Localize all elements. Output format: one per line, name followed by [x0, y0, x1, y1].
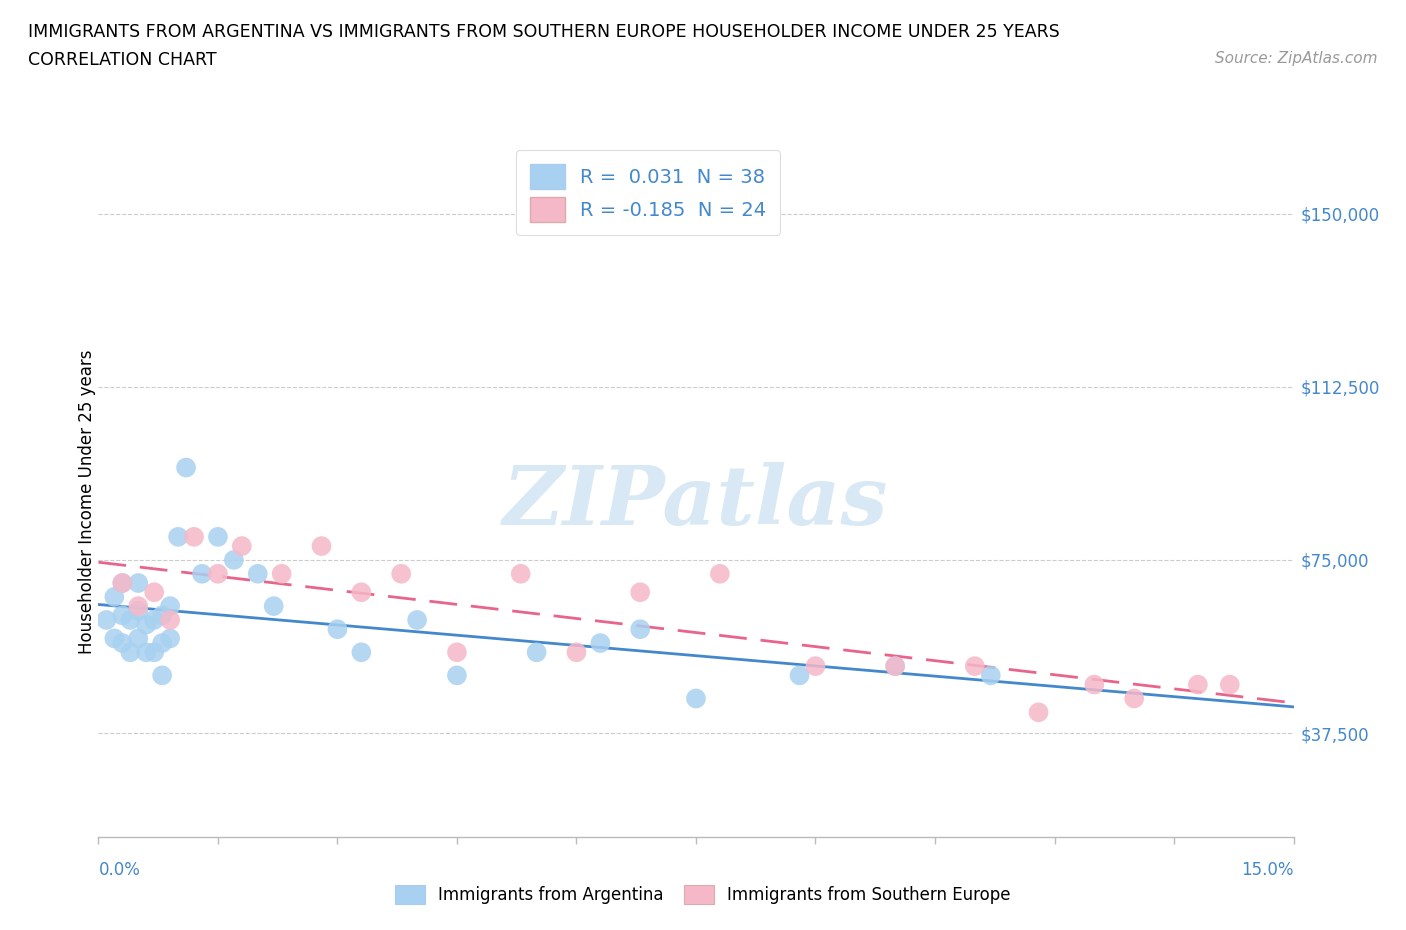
- Point: [103, 631, 125, 645]
- Point: [222, 552, 245, 567]
- Point: [111, 576, 134, 591]
- Point: [96, 613, 118, 628]
- Point: [589, 635, 612, 650]
- Point: [980, 668, 1002, 683]
- Point: [963, 658, 986, 673]
- Point: [150, 608, 173, 623]
- Y-axis label: Householder Income Under 25 years: Householder Income Under 25 years: [79, 350, 96, 655]
- Point: [789, 668, 811, 683]
- Point: [350, 585, 373, 600]
- Point: [804, 658, 827, 673]
- Point: [127, 599, 149, 614]
- Point: [159, 599, 181, 614]
- Point: [127, 631, 149, 645]
- Point: [143, 585, 166, 600]
- Point: [150, 635, 173, 650]
- Point: [263, 599, 285, 614]
- Point: [446, 668, 468, 683]
- Point: [120, 613, 142, 628]
- Point: [159, 613, 181, 628]
- Point: [120, 644, 142, 659]
- Point: [143, 644, 166, 659]
- Point: [326, 622, 349, 637]
- Point: [1123, 691, 1146, 706]
- Point: [135, 644, 157, 659]
- Legend: R =  0.031  N = 38, R = -0.185  N = 24: R = 0.031 N = 38, R = -0.185 N = 24: [516, 151, 780, 235]
- Point: [350, 644, 373, 659]
- Text: Source: ZipAtlas.com: Source: ZipAtlas.com: [1215, 51, 1378, 66]
- Point: [446, 644, 468, 659]
- Point: [1083, 677, 1105, 692]
- Point: [127, 604, 149, 618]
- Point: [207, 566, 229, 581]
- Point: [884, 658, 907, 673]
- Point: [111, 576, 134, 591]
- Point: [207, 529, 229, 544]
- Point: [183, 529, 205, 544]
- Point: [1187, 677, 1209, 692]
- Point: [246, 566, 269, 581]
- Point: [135, 618, 157, 632]
- Point: [191, 566, 214, 581]
- Text: IMMIGRANTS FROM ARGENTINA VS IMMIGRANTS FROM SOUTHERN EUROPE HOUSEHOLDER INCOME : IMMIGRANTS FROM ARGENTINA VS IMMIGRANTS …: [28, 23, 1060, 41]
- Text: 0.0%: 0.0%: [98, 860, 141, 879]
- Legend: Immigrants from Argentina, Immigrants from Southern Europe: Immigrants from Argentina, Immigrants fr…: [387, 876, 1019, 912]
- Point: [1028, 705, 1050, 720]
- Point: [111, 608, 134, 623]
- Text: CORRELATION CHART: CORRELATION CHART: [28, 51, 217, 69]
- Point: [685, 691, 707, 706]
- Point: [231, 538, 253, 553]
- Point: [143, 613, 166, 628]
- Point: [159, 631, 181, 645]
- Point: [167, 529, 190, 544]
- Text: 15.0%: 15.0%: [1241, 860, 1294, 879]
- Point: [1219, 677, 1241, 692]
- Point: [628, 585, 651, 600]
- Point: [406, 613, 429, 628]
- Point: [127, 576, 149, 591]
- Point: [270, 566, 292, 581]
- Point: [311, 538, 333, 553]
- Point: [174, 460, 197, 475]
- Point: [884, 658, 907, 673]
- Point: [709, 566, 731, 581]
- Point: [150, 668, 173, 683]
- Text: ZIPatlas: ZIPatlas: [503, 462, 889, 542]
- Point: [103, 590, 125, 604]
- Point: [389, 566, 412, 581]
- Point: [628, 622, 651, 637]
- Point: [111, 635, 134, 650]
- Point: [509, 566, 531, 581]
- Point: [526, 644, 548, 659]
- Point: [565, 644, 588, 659]
